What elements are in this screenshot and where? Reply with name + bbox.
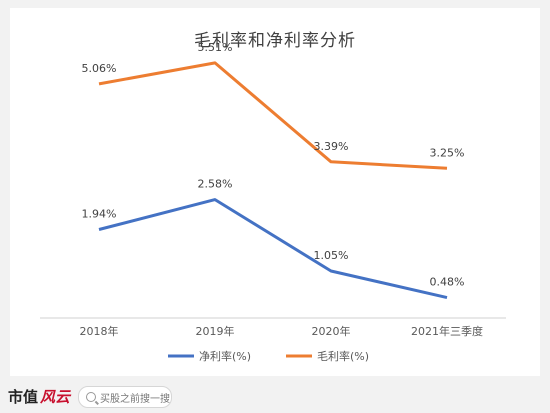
line-chart: 2018年 2019年 2020年 2021年三季度 1.94% 2.58% 1.05% 0.… [40,41,506,363]
data-label: 5.06% [82,62,117,75]
search-icon [86,392,96,402]
data-label: 0.48% [430,276,465,289]
legend-label: 净利率(%) [199,349,251,363]
series-line-0 [98,198,448,300]
data-label: 3.25% [430,146,465,159]
search-box[interactable]: 买股之前搜一搜 [78,386,172,408]
data-label: 1.05% [314,249,349,262]
x-tick-label: 2020年 [312,324,351,338]
chart-title: 毛利率和净利率分析 [194,31,356,51]
data-label: 3.39% [314,140,349,153]
footer-bar: 市值 风云 买股之前搜一搜 [0,380,550,413]
x-tick-label: 2019年 [196,324,235,338]
search-placeholder: 买股之前搜一搜 [100,393,170,405]
legend-label: 毛利率(%) [317,349,369,363]
chart-panel [10,8,540,376]
brand-logo: 市值 风云 [8,386,70,407]
data-label: 2.58% [198,178,233,191]
data-label: 1.94% [82,208,117,221]
series-line-1 [98,61,448,170]
brand-mark: 风云 [40,388,71,406]
data-label: 5.51% [198,41,233,54]
x-tick-label: 2021年三季度 [411,324,483,338]
brand-name: 市值 [8,388,39,406]
x-tick-label: 2018年 [80,324,119,338]
